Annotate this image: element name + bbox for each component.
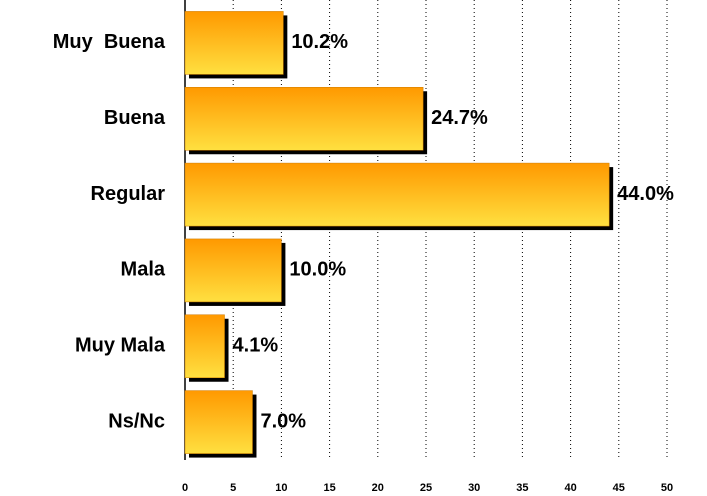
x-tick-label: 50 (661, 482, 673, 494)
bar (184, 314, 225, 378)
x-tick-label: 25 (420, 482, 432, 494)
x-tick-label: 35 (516, 482, 528, 494)
bar (184, 11, 284, 75)
x-tick-label: 45 (613, 482, 625, 494)
value-label: 10.0% (289, 259, 346, 281)
x-tick-label: 5 (230, 482, 236, 494)
bar (184, 87, 424, 151)
category-label: Regular (91, 183, 166, 205)
x-tick-label: 0 (182, 482, 188, 494)
value-label: 10.2% (291, 31, 348, 53)
value-label: 4.1% (233, 335, 279, 357)
bar (184, 238, 282, 303)
x-tick-label: 40 (564, 482, 576, 494)
category-label: Muy Buena (53, 31, 166, 53)
x-tick-label: 30 (468, 482, 480, 494)
category-label: Buena (104, 107, 166, 129)
bar (184, 162, 610, 227)
x-tick-label: 15 (323, 482, 335, 494)
value-label: 24.7% (431, 107, 488, 129)
category-label: Muy Mala (75, 335, 166, 357)
bar (184, 390, 253, 454)
x-tick-label: 10 (275, 482, 287, 494)
category-label: Ns/Nc (108, 410, 165, 432)
value-label: 7.0% (260, 410, 306, 432)
category-label: Mala (121, 259, 166, 281)
x-tick-label: 20 (372, 482, 384, 494)
value-label: 44.0% (617, 183, 674, 205)
